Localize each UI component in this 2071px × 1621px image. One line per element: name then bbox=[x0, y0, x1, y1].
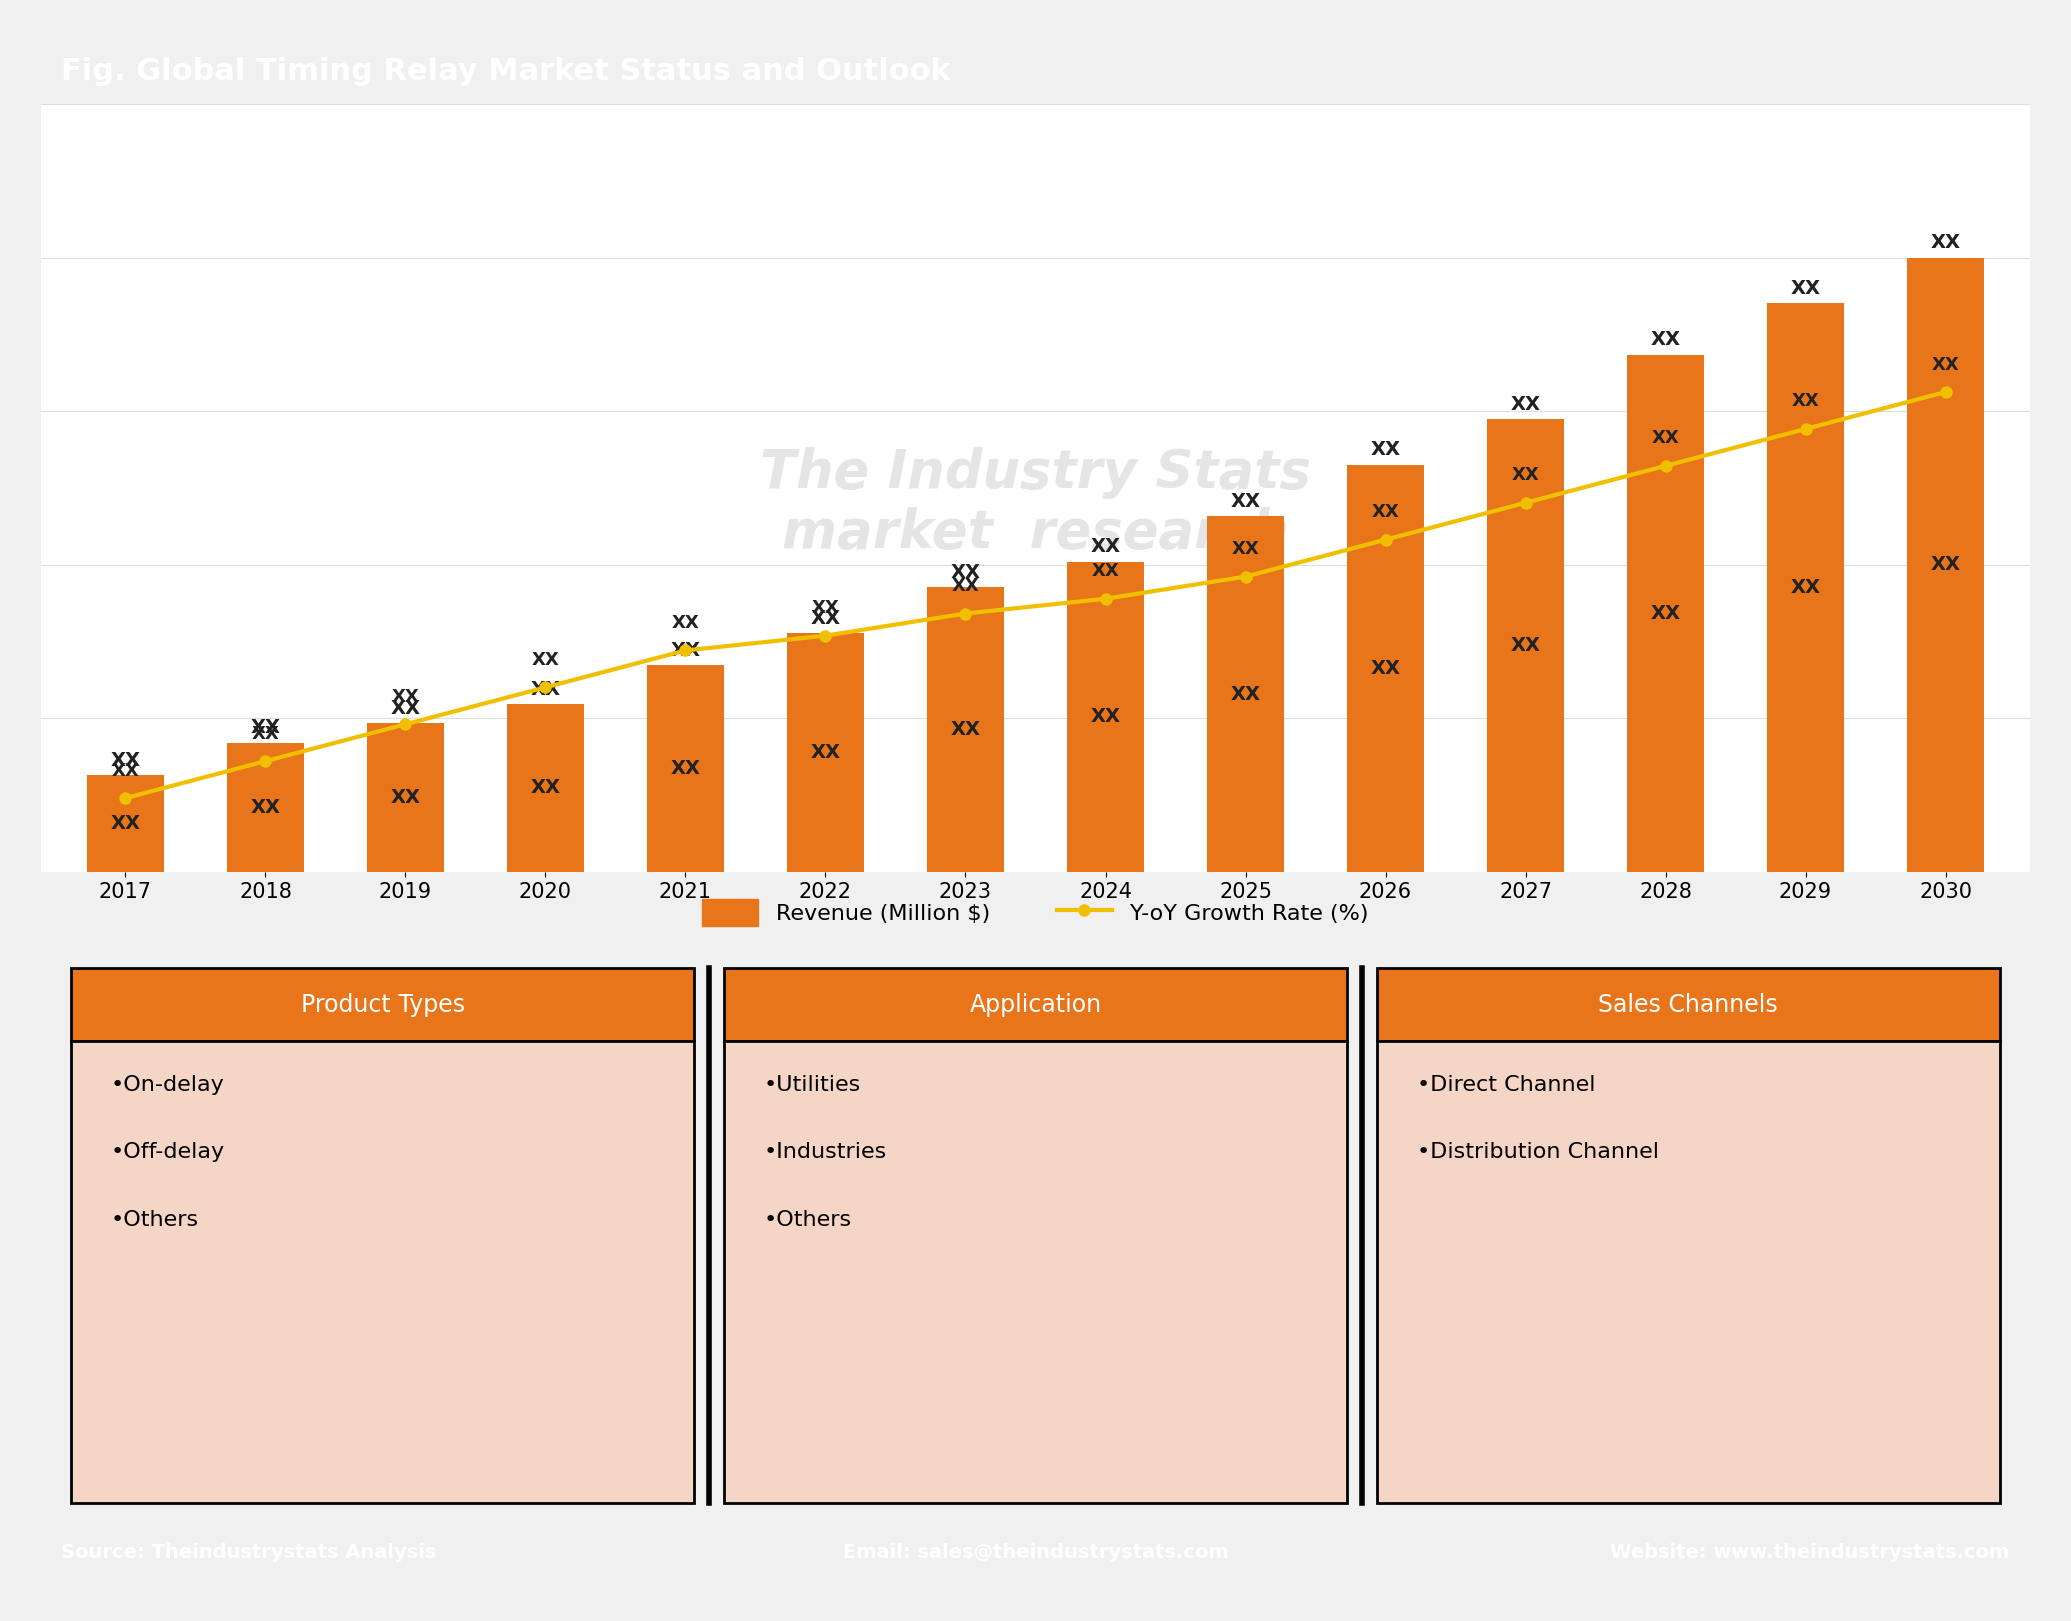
Text: XX: XX bbox=[1510, 635, 1541, 655]
Bar bbox=[1207, 517, 1284, 872]
Bar bbox=[1628, 355, 1704, 872]
Text: XX: XX bbox=[1091, 538, 1120, 556]
Text: XX: XX bbox=[1653, 430, 1680, 447]
FancyBboxPatch shape bbox=[70, 1041, 694, 1503]
Text: Source: Theindustrystats Analysis: Source: Theindustrystats Analysis bbox=[62, 1543, 437, 1563]
Text: XX: XX bbox=[1791, 579, 1820, 597]
Text: XX: XX bbox=[1091, 707, 1120, 726]
FancyBboxPatch shape bbox=[725, 1041, 1346, 1503]
Text: XX: XX bbox=[1512, 467, 1539, 485]
Bar bbox=[928, 587, 1004, 872]
FancyBboxPatch shape bbox=[1377, 968, 2001, 1041]
Text: XX: XX bbox=[110, 814, 141, 833]
Text: XX: XX bbox=[671, 614, 700, 632]
Text: XX: XX bbox=[1930, 556, 1961, 574]
Text: XX: XX bbox=[1651, 603, 1680, 622]
Text: •Off-delay: •Off-delay bbox=[112, 1143, 226, 1162]
Text: XX: XX bbox=[671, 640, 700, 660]
Text: XX: XX bbox=[110, 751, 141, 770]
Bar bbox=[1346, 465, 1425, 872]
Text: •Utilities: •Utilities bbox=[764, 1075, 862, 1094]
Text: XX: XX bbox=[1510, 396, 1541, 413]
Text: Fig. Global Timing Relay Market Status and Outlook: Fig. Global Timing Relay Market Status a… bbox=[62, 57, 951, 86]
Text: XX: XX bbox=[671, 759, 700, 778]
Text: XX: XX bbox=[951, 562, 980, 582]
Text: XX: XX bbox=[951, 577, 980, 595]
Text: XX: XX bbox=[1371, 441, 1400, 459]
Text: XX: XX bbox=[391, 699, 420, 718]
Text: XX: XX bbox=[1651, 331, 1680, 350]
Bar bbox=[507, 704, 584, 872]
Bar bbox=[228, 742, 304, 872]
Text: XX: XX bbox=[1230, 493, 1261, 511]
Bar bbox=[87, 775, 164, 872]
Bar bbox=[1907, 258, 1984, 872]
Text: Email: sales@theindustrystats.com: Email: sales@theindustrystats.com bbox=[843, 1543, 1228, 1563]
Text: XX: XX bbox=[812, 600, 839, 618]
Text: XX: XX bbox=[1791, 392, 1820, 410]
Text: •Others: •Others bbox=[112, 1209, 199, 1230]
Text: XX: XX bbox=[1232, 540, 1259, 558]
Text: XX: XX bbox=[530, 679, 561, 699]
Legend: Revenue (Million $), Y-oY Growth Rate (%): Revenue (Million $), Y-oY Growth Rate (%… bbox=[692, 888, 1379, 937]
Text: XX: XX bbox=[1371, 658, 1400, 678]
Bar bbox=[787, 632, 864, 872]
Text: The Industry Stats
market  research: The Industry Stats market research bbox=[760, 447, 1311, 559]
Text: •On-delay: •On-delay bbox=[112, 1075, 226, 1094]
Bar bbox=[1767, 303, 1843, 872]
Bar bbox=[646, 665, 725, 872]
Text: XX: XX bbox=[530, 778, 561, 798]
Text: XX: XX bbox=[1932, 355, 1959, 373]
Bar bbox=[1487, 420, 1564, 872]
Text: Application: Application bbox=[969, 992, 1102, 1016]
Text: XX: XX bbox=[251, 718, 280, 738]
Text: •Distribution Channel: •Distribution Channel bbox=[1417, 1143, 1659, 1162]
Bar bbox=[367, 723, 443, 872]
Text: •Others: •Others bbox=[764, 1209, 851, 1230]
FancyBboxPatch shape bbox=[725, 968, 1346, 1041]
Text: XX: XX bbox=[112, 762, 139, 780]
Text: XX: XX bbox=[1091, 562, 1120, 580]
Bar bbox=[1067, 561, 1143, 872]
Text: XX: XX bbox=[810, 742, 841, 762]
FancyBboxPatch shape bbox=[70, 968, 694, 1041]
Text: XX: XX bbox=[532, 652, 559, 669]
Text: •Industries: •Industries bbox=[764, 1143, 886, 1162]
Text: XX: XX bbox=[810, 608, 841, 627]
Text: XX: XX bbox=[1791, 279, 1820, 298]
Text: XX: XX bbox=[391, 788, 420, 807]
Text: Website: www.theindustrystats.com: Website: www.theindustrystats.com bbox=[1611, 1543, 2009, 1563]
Text: •Direct Channel: •Direct Channel bbox=[1417, 1075, 1595, 1094]
Text: Product Types: Product Types bbox=[300, 992, 464, 1016]
Text: XX: XX bbox=[1930, 233, 1961, 253]
Text: Sales Channels: Sales Channels bbox=[1599, 992, 1779, 1016]
Text: XX: XX bbox=[251, 798, 280, 817]
FancyBboxPatch shape bbox=[1377, 1041, 2001, 1503]
Text: XX: XX bbox=[251, 725, 280, 742]
Text: XX: XX bbox=[391, 687, 418, 705]
Text: XX: XX bbox=[951, 720, 980, 739]
Text: XX: XX bbox=[1230, 684, 1261, 704]
Text: XX: XX bbox=[1371, 503, 1400, 522]
